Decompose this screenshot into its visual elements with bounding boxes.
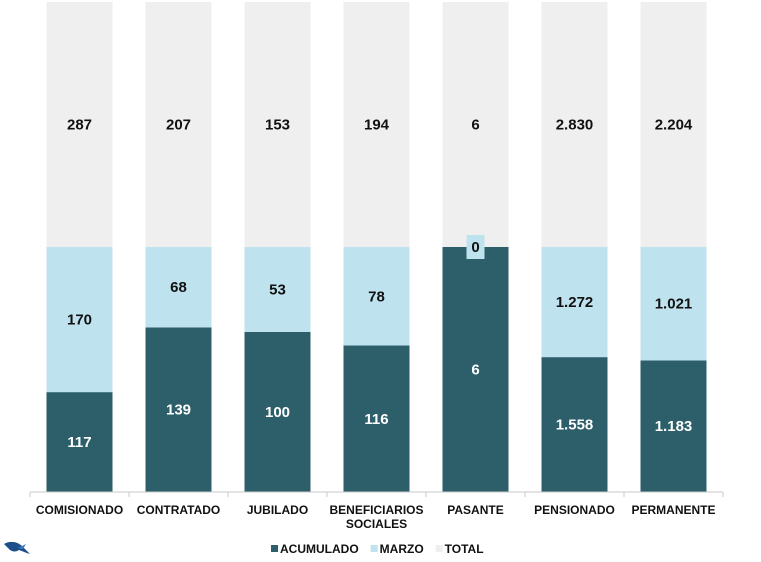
legend-swatch-marzo <box>370 545 378 552</box>
bar-total-contratado <box>145 2 212 247</box>
category-label-beneficiarios-sociales: BENEFICIARIOS <box>329 503 423 517</box>
data-label-total-pasante: 6 <box>471 117 479 134</box>
bar-total-beneficiarios-sociales <box>343 2 410 247</box>
data-label-acumulado-pasante: 6 <box>471 362 479 379</box>
data-label-acumulado-comisionado: 117 <box>67 434 91 451</box>
bar-marzo-beneficiarios-sociales <box>343 247 410 346</box>
bird-logo-icon <box>4 541 30 554</box>
data-label-acumulado-contratado: 139 <box>166 402 191 419</box>
category-label-beneficiarios-sociales: SOCIALES <box>346 517 407 531</box>
data-label-total-contratado: 207 <box>166 117 191 134</box>
data-label-marzo-comisionado: 170 <box>67 312 92 329</box>
legend: ACUMULADO MARZO TOTAL <box>271 542 484 556</box>
data-label-marzo-contratado: 68 <box>170 279 187 296</box>
bar-marzo-pensionado <box>541 247 608 358</box>
bar-acumulado-beneficiarios-sociales <box>343 345 410 492</box>
data-label-total-beneficiarios-sociales: 194 <box>364 117 390 134</box>
data-label-total-pensionado: 2.830 <box>556 117 594 134</box>
category-label-permanente: PERMANENTE <box>631 503 715 517</box>
category-label-jubilado: JUBILADO <box>247 503 308 517</box>
data-label-marzo-jubilado: 53 <box>269 281 286 298</box>
data-label-marzo-beneficiarios-sociales: 78 <box>368 288 385 305</box>
data-label-acumulado-beneficiarios-sociales: 116 <box>364 411 388 428</box>
bar-total-pasante <box>442 2 509 247</box>
bar-marzo-contratado <box>145 247 212 328</box>
bar-acumulado-comisionado <box>46 392 113 492</box>
legend-swatch-total <box>435 545 443 552</box>
data-labels-layer: 117 170 287 139 68 207 100 53 153 116 78 194 6 0 6 1.55… <box>67 117 693 452</box>
bar-marzo-permanente <box>640 247 707 361</box>
legend-label-marzo: MARZO <box>380 542 424 556</box>
category-label-comisionado: COMISIONADO <box>36 503 123 517</box>
data-label-marzo-pensionado: 1.272 <box>556 294 594 311</box>
category-label-pasante: PASANTE <box>447 503 503 517</box>
legend-label-total: TOTAL <box>445 542 484 556</box>
legend-swatch-acumulado <box>271 545 278 552</box>
data-label-acumulado-jubilado: 100 <box>265 404 290 421</box>
category-label-pensionado: PENSIONADO <box>534 503 615 517</box>
data-label-acumulado-permanente: 1.183 <box>655 418 693 435</box>
data-label-total-jubilado: 153 <box>265 117 290 134</box>
bar-acumulado-pensionado <box>541 357 608 492</box>
bar-total-pensionado <box>541 2 608 247</box>
bar-total-comisionado <box>46 2 113 247</box>
x-axis-ticks <box>29 492 724 497</box>
bar-total-jubilado <box>244 2 311 247</box>
legend-label-acumulado: ACUMULADO <box>280 542 359 556</box>
data-label-total-permanente: 2.204 <box>655 117 693 134</box>
bar-acumulado-jubilado <box>244 331 311 492</box>
data-label-total-comisionado: 287 <box>67 117 92 134</box>
bar-acumulado-contratado <box>145 327 212 492</box>
data-label-marzo-pasante: 0 <box>471 239 479 256</box>
category-labels-layer: COMISIONADO CONTRATADO JUBILADO BENEFICIARI… <box>36 503 716 531</box>
bar-marzo-jubilado <box>244 247 311 332</box>
bar-acumulado-pasante <box>442 247 509 492</box>
category-label-contratado: CONTRATADO <box>137 503 221 517</box>
data-label-acumulado-pensionado: 1.558 <box>556 417 594 434</box>
data-label-marzo-permanente: 1.021 <box>655 296 693 313</box>
bar-total-permanente <box>640 1 707 247</box>
data-label-box-marzo-pasante <box>466 235 485 259</box>
bars-layer <box>46 1 707 492</box>
bar-acumulado-permanente <box>640 360 707 492</box>
bar-marzo-comisionado <box>46 247 113 393</box>
